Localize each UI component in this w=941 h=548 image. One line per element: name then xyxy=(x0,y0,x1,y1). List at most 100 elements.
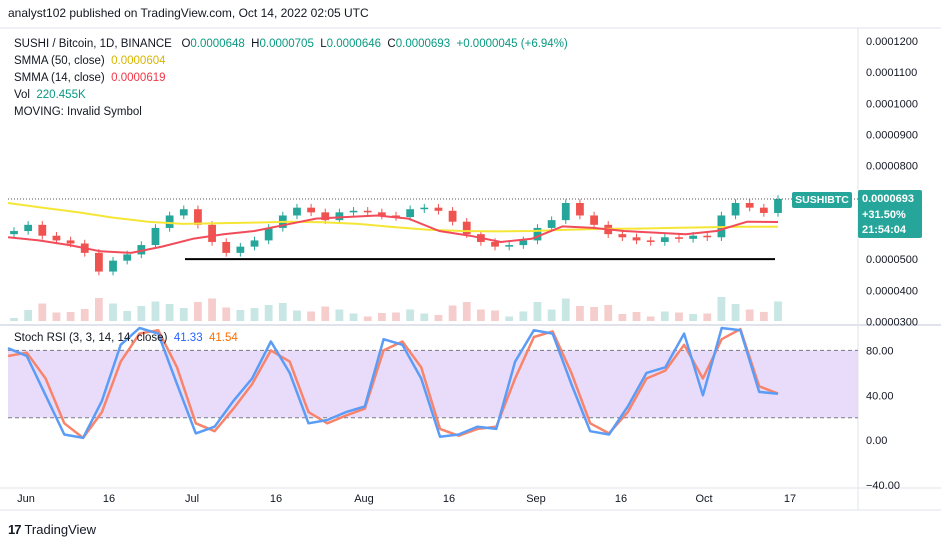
volume-bar xyxy=(731,304,740,321)
candle-body[interactable] xyxy=(363,210,372,213)
candle-body[interactable] xyxy=(618,234,627,238)
volume-bar xyxy=(24,310,33,321)
candle-body[interactable] xyxy=(109,260,117,272)
volume-bar xyxy=(618,314,627,321)
volume-bar xyxy=(519,311,528,321)
candle-body[interactable] xyxy=(236,246,245,253)
candle-body[interactable] xyxy=(321,212,330,221)
smma50-line[interactable] xyxy=(7,202,778,233)
candle-body[interactable] xyxy=(94,252,103,272)
stoch-rsi-tick-label: 80.00 xyxy=(866,345,894,357)
candle-body[interactable] xyxy=(52,235,61,241)
high-label: H xyxy=(251,38,260,50)
volume-label: Vol xyxy=(14,89,30,101)
stoch-rsi-legend[interactable]: Stoch RSI (3, 3, 14, 14, close) 41.33 41… xyxy=(14,332,238,344)
candle-body[interactable] xyxy=(222,241,231,253)
moving-label: MOVING: Invalid Symbol xyxy=(14,106,142,118)
candle-body[interactable] xyxy=(745,202,754,208)
candle-body[interactable] xyxy=(335,212,344,221)
volume-bar xyxy=(264,305,273,321)
candle-body[interactable] xyxy=(547,220,556,228)
stoch-rsi-k-line[interactable] xyxy=(7,326,779,440)
volume-bar xyxy=(222,307,231,321)
candle-body[interactable] xyxy=(675,237,683,239)
candle-body[interactable] xyxy=(759,207,768,213)
candle-body[interactable] xyxy=(491,241,499,247)
candle-body[interactable] xyxy=(24,224,33,232)
candle-body[interactable] xyxy=(208,224,216,242)
candle-body[interactable] xyxy=(533,227,542,241)
smma50-row[interactable]: SMMA (50, close) 0.0000604 xyxy=(14,53,568,70)
candle-body[interactable] xyxy=(349,210,358,213)
volume-row[interactable]: Vol 220.455K xyxy=(14,87,568,104)
candle-body[interactable] xyxy=(10,231,18,235)
volume-bar xyxy=(335,309,344,321)
candle-body[interactable] xyxy=(151,227,160,246)
time-tick-label: Sep xyxy=(526,493,546,505)
candle-body[interactable] xyxy=(165,215,174,228)
stoch-rsi-d-value: 41.54 xyxy=(208,332,238,344)
volume-bar xyxy=(250,308,259,321)
candle-body[interactable] xyxy=(519,240,528,246)
candle-body[interactable] xyxy=(774,198,782,213)
candle-body[interactable] xyxy=(576,202,584,216)
candle-body[interactable] xyxy=(462,221,471,235)
candle-body[interactable] xyxy=(307,207,316,213)
candle-body[interactable] xyxy=(434,207,443,211)
candle-body[interactable] xyxy=(561,202,570,221)
candle-body[interactable] xyxy=(731,202,740,216)
volume-bar xyxy=(293,310,301,321)
stoch-rsi-tick-label: 0.00 xyxy=(866,435,887,447)
candle-body[interactable] xyxy=(660,237,669,242)
candle-body[interactable] xyxy=(38,224,47,236)
volume-bar xyxy=(660,311,669,321)
stoch-rsi-tick-label: 40.00 xyxy=(866,390,894,402)
time-tick-label: 16 xyxy=(615,493,627,505)
symbol-label[interactable]: SUSHI / Bitcoin, 1D, BINANCE xyxy=(14,38,172,50)
candle-body[interactable] xyxy=(179,209,188,216)
candle-body[interactable] xyxy=(406,209,415,218)
tradingview-brand[interactable]: 17 TradingView xyxy=(8,522,96,537)
candle-body[interactable] xyxy=(392,215,400,218)
candle-body[interactable] xyxy=(123,254,132,261)
volume-bar xyxy=(179,308,188,321)
candle-body[interactable] xyxy=(250,240,259,247)
stoch-rsi-d-line[interactable] xyxy=(7,327,779,440)
candle-body[interactable] xyxy=(689,235,698,239)
smma14-label: SMMA (14, close) xyxy=(14,72,105,84)
candle-body[interactable] xyxy=(264,227,273,241)
price-tick-label: 0.0000300 xyxy=(866,316,918,328)
candle-body[interactable] xyxy=(420,207,429,210)
bar-countdown: 21:54:04 xyxy=(862,224,907,236)
candle-body[interactable] xyxy=(646,240,655,242)
candle-body[interactable] xyxy=(703,235,712,238)
open-label: O xyxy=(181,38,191,50)
candle-body[interactable] xyxy=(137,245,146,255)
moving-row[interactable]: MOVING: Invalid Symbol xyxy=(14,104,568,121)
volume-bar xyxy=(321,306,330,321)
volume-bar xyxy=(561,298,570,321)
smma50-label: SMMA (50, close) xyxy=(14,55,105,67)
smma14-line[interactable] xyxy=(7,214,779,254)
time-tick-label: 16 xyxy=(103,493,115,505)
candle-body[interactable] xyxy=(377,212,386,216)
time-tick-label: Aug xyxy=(354,493,374,505)
candle-body[interactable] xyxy=(448,210,457,222)
candle-body[interactable] xyxy=(505,245,514,247)
volume-bar xyxy=(165,304,174,321)
candle-body[interactable] xyxy=(590,215,598,225)
volume-bar xyxy=(476,309,485,321)
time-tick-label: Oct xyxy=(695,493,712,505)
volume-bar xyxy=(434,315,443,321)
candle-body[interactable] xyxy=(293,207,301,216)
stoch-rsi-k-value: 41.33 xyxy=(173,332,203,344)
volume-bar xyxy=(675,312,683,321)
candle-body[interactable] xyxy=(632,237,641,241)
volume-bar xyxy=(491,310,499,321)
symbol-row: SUSHI / Bitcoin, 1D, BINANCE O0.0000648 … xyxy=(14,36,568,53)
candle-body[interactable] xyxy=(194,209,202,225)
candle-body[interactable] xyxy=(66,240,75,244)
price-change-pct: +31.50% xyxy=(862,208,906,221)
smma14-row[interactable]: SMMA (14, close) 0.0000619 xyxy=(14,70,568,87)
